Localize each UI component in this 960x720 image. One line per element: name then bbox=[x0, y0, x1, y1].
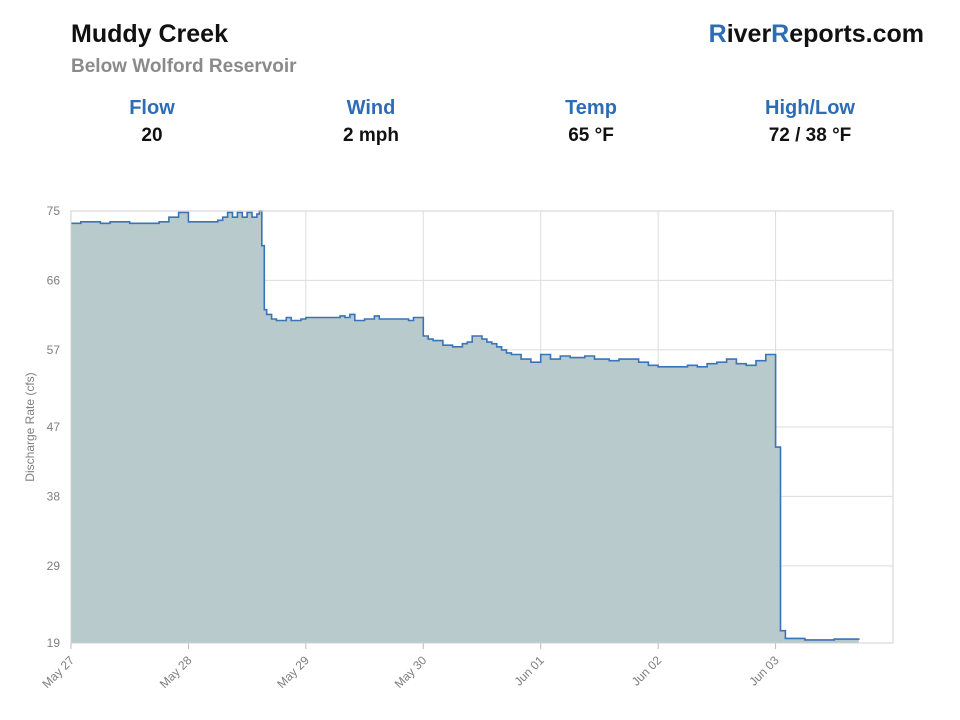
x-tick-label: Jun 02 bbox=[629, 653, 665, 689]
x-tick-label: May 27 bbox=[39, 653, 77, 691]
y-tick-label: 38 bbox=[47, 489, 61, 503]
discharge-area-fill bbox=[71, 211, 859, 643]
y-tick-label: 29 bbox=[47, 559, 61, 573]
stat-wind-value: 2 mph bbox=[343, 125, 399, 146]
x-tick-label: May 29 bbox=[274, 653, 312, 691]
x-tick-label: Jun 01 bbox=[511, 653, 547, 689]
y-tick-label: 66 bbox=[47, 273, 61, 287]
y-tick-label: 19 bbox=[47, 636, 61, 650]
stat-flow-value: 20 bbox=[141, 125, 163, 146]
stat-high-low-value: 72 / 38 °F bbox=[768, 125, 852, 146]
chart-frame bbox=[70, 210, 894, 649]
y-tick-label: 57 bbox=[47, 343, 61, 357]
page-title: Muddy Creek bbox=[71, 20, 228, 48]
brand-text-eports: eports.com bbox=[789, 20, 924, 48]
brand-logo[interactable]: RiverReports.com bbox=[709, 20, 924, 49]
stat-temp-value: 65 °F bbox=[568, 125, 614, 146]
brand-letter-r1: R bbox=[708, 20, 727, 48]
stat-flow-label: Flow bbox=[129, 97, 175, 119]
stat-temp: Temp 65 °F bbox=[491, 96, 691, 148]
x-tick-label: May 28 bbox=[157, 653, 195, 691]
y-axis-title: Discharge Rate (cfs) bbox=[23, 372, 37, 481]
stat-wind-label: Wind bbox=[346, 97, 396, 119]
x-tick-label: Jun 03 bbox=[746, 653, 782, 689]
brand-text-iver: iver bbox=[726, 20, 772, 48]
y-tick-label: 47 bbox=[47, 420, 61, 434]
plot-border bbox=[70, 210, 894, 644]
page-subtitle: Below Wolford Reservoir bbox=[71, 56, 297, 77]
y-axis-ticks: 19 29 38 47 57 66 75 bbox=[47, 204, 61, 650]
stat-wind: Wind 2 mph bbox=[271, 96, 471, 148]
brand-letter-r2: R bbox=[771, 20, 790, 48]
x-axis-ticks: May 27 May 28 May 29 May 30 Jun 01 Jun 02 Jun … bbox=[39, 653, 782, 691]
stat-high-low: High/Low 72 / 38 °F bbox=[710, 96, 910, 148]
x-tick-label: May 30 bbox=[392, 653, 430, 691]
stat-temp-label: Temp bbox=[565, 97, 617, 119]
stat-high-low-label: High/Low bbox=[765, 97, 855, 119]
stat-flow: Flow 20 bbox=[52, 96, 252, 148]
discharge-series-line bbox=[71, 210, 860, 641]
y-tick-label: 75 bbox=[47, 204, 61, 218]
